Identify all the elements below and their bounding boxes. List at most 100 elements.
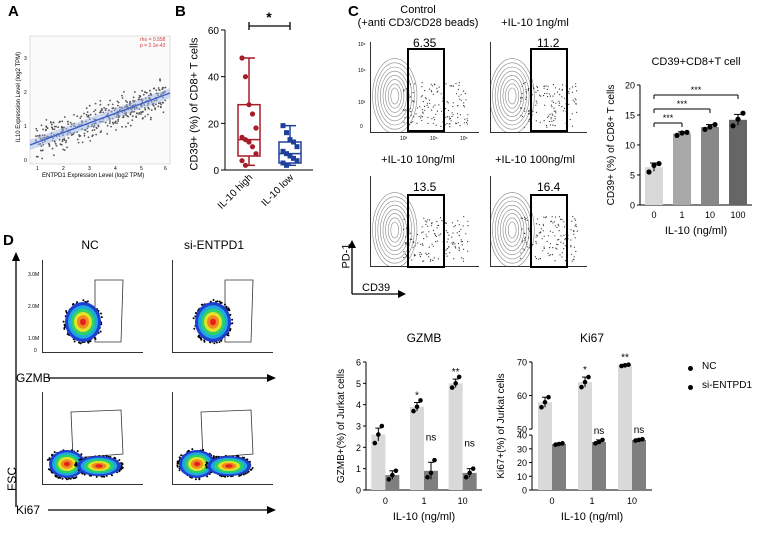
facs-event	[572, 99, 574, 101]
facs-event	[463, 216, 465, 218]
facs-event	[543, 216, 545, 218]
facs-axis-tick: 10⁵	[358, 42, 366, 48]
facs-event	[467, 241, 469, 243]
facs-event	[428, 88, 431, 90]
boxplot-point	[280, 148, 286, 154]
d-bar-sig-label: ns	[594, 426, 605, 437]
facs-event	[422, 100, 424, 103]
facs-d-event	[65, 310, 68, 312]
scatter-x-tick: 5	[140, 166, 143, 172]
facs-event	[413, 116, 415, 118]
facs-event	[406, 242, 408, 244]
boxplot-point	[253, 125, 259, 131]
scatter-point	[138, 112, 141, 114]
facs-event	[436, 240, 439, 242]
facs-event	[455, 93, 458, 95]
facs-event	[446, 101, 448, 103]
scatter-point	[55, 125, 57, 128]
facs-event	[431, 118, 433, 120]
facs-event	[424, 89, 426, 92]
facs-event	[447, 232, 449, 234]
facs-event	[416, 234, 419, 236]
c-bar-category-label: 10	[705, 210, 715, 220]
facs-event	[458, 224, 460, 226]
facs-event	[554, 118, 556, 120]
facs-event	[540, 228, 542, 230]
d-bar-point	[640, 436, 645, 442]
facs-event	[524, 236, 526, 238]
facs-event	[447, 109, 450, 112]
facs-event	[422, 231, 424, 233]
facs-axis-tick: 0	[360, 124, 363, 130]
facs-event	[446, 255, 448, 257]
scatter-point	[116, 122, 118, 124]
facs-event	[414, 83, 416, 85]
facs-d-event	[105, 454, 108, 457]
regression-line	[29, 92, 171, 146]
facs-contour-line	[505, 217, 520, 243]
facs-d-event	[59, 476, 62, 479]
facs-title-1ng: +IL-10 1ng/ml	[501, 17, 569, 29]
scatter-point	[63, 139, 66, 141]
facs-event	[520, 96, 522, 98]
scatter-x-tick: 2	[62, 166, 65, 172]
facs-event	[554, 216, 557, 218]
facs-event	[419, 256, 421, 258]
scatter-point	[70, 134, 73, 136]
boxplot-point	[280, 160, 286, 166]
facs-event	[546, 88, 548, 90]
d-bar-point	[449, 385, 455, 390]
scatter-point	[105, 107, 107, 110]
facs-event	[556, 226, 558, 229]
facs-event	[546, 240, 548, 242]
facs-event	[573, 246, 575, 248]
facs-event	[410, 110, 412, 113]
facs-event	[542, 95, 545, 97]
facs-contour-line	[377, 66, 413, 126]
scatter-x-tick: 4	[114, 166, 117, 172]
facs-event	[455, 82, 457, 85]
facs-event	[521, 228, 523, 230]
facs-event	[573, 101, 575, 103]
scatter-point	[48, 143, 51, 146]
facs-event	[561, 256, 563, 258]
d-bar-category-label: 1	[589, 496, 594, 506]
facs-event	[426, 102, 428, 104]
facs-event	[463, 102, 465, 104]
facs-event	[574, 219, 577, 221]
scatter-point	[66, 146, 68, 149]
facs-event	[441, 220, 443, 222]
facs-event	[534, 256, 536, 258]
scatter-point	[91, 129, 94, 132]
scatter-point	[94, 113, 97, 116]
d-bar-point	[418, 398, 423, 403]
facs-event	[410, 121, 412, 124]
facs-event	[571, 91, 573, 93]
facs-event	[432, 93, 434, 95]
facs-event	[459, 98, 461, 100]
facs-event	[438, 104, 440, 106]
facs-event	[553, 110, 555, 112]
facs-event	[525, 96, 527, 98]
facs-event	[520, 217, 522, 219]
facs-event	[539, 121, 541, 123]
facs-d-event	[73, 340, 76, 343]
facs-event	[524, 108, 526, 110]
facs-event	[423, 260, 425, 262]
facs-d-event	[249, 468, 252, 471]
scatter-point	[144, 108, 147, 111]
facs-event	[454, 246, 456, 248]
facs-event	[556, 91, 559, 93]
facs-event	[557, 239, 559, 241]
scatter-x-title: ENTPD1 Expression Level (log2 TPM)	[42, 173, 145, 179]
legend-dot-nc	[688, 366, 693, 371]
d-bar-x-title: IL-10 (ng/ml)	[393, 511, 455, 523]
facs-d-event	[76, 301, 78, 304]
facs-x-marker: CD39	[362, 282, 391, 294]
facs-event	[406, 255, 408, 257]
facs-event	[425, 252, 427, 254]
facs-d-event	[63, 326, 66, 329]
scatter-point	[89, 113, 92, 116]
facs-event	[549, 124, 551, 126]
facs-axis-tick: 10³	[358, 100, 366, 106]
